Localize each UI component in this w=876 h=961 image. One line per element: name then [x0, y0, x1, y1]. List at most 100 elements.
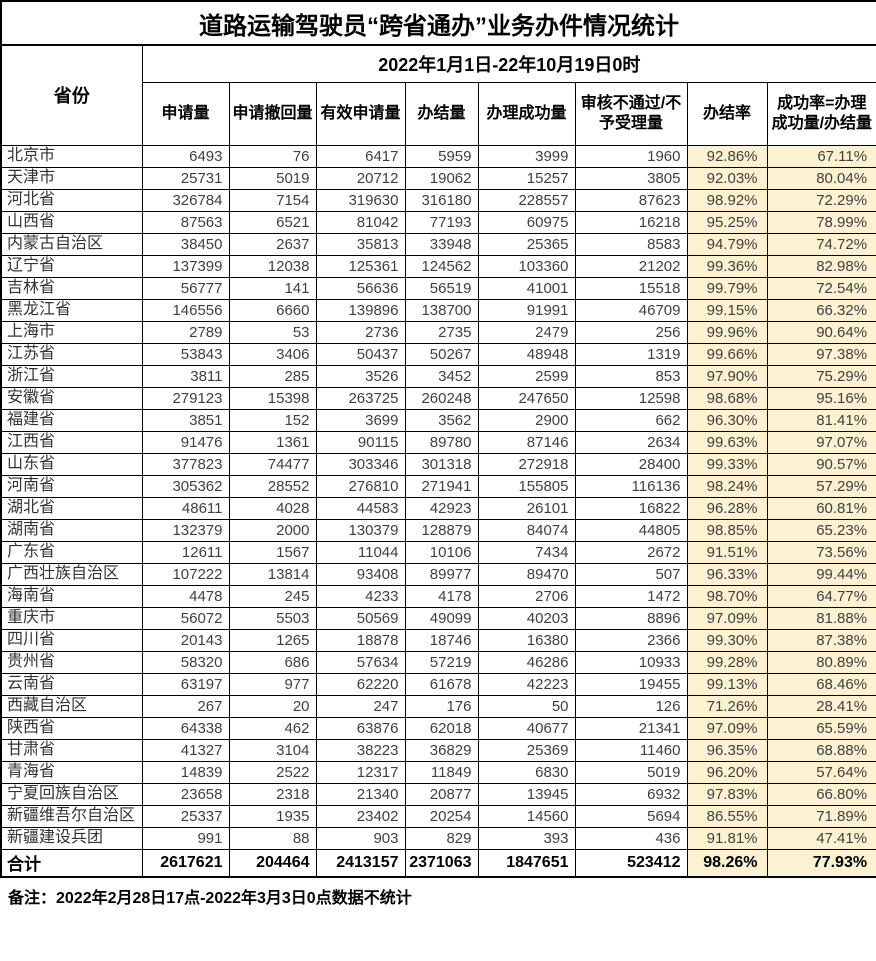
value-cell: 15398: [228, 386, 317, 410]
value-cell: 15257: [477, 166, 576, 190]
table-row: 宁夏回族自治区 23658 2318 21340 20877 13945 6932 97.83…: [0, 782, 876, 806]
rate-cell: 78.99%: [766, 210, 876, 234]
rate-cell: 99.66%: [686, 342, 768, 366]
value-cell: 2634: [574, 430, 688, 454]
rate-cell: 99.63%: [686, 430, 768, 454]
value-cell: 50: [477, 694, 576, 718]
value-cell: 56777: [141, 276, 230, 300]
value-cell: 60975: [477, 210, 576, 234]
value-cell: 11044: [315, 540, 406, 564]
rate-cell: 96.20%: [686, 760, 768, 784]
rate-cell: 97.90%: [686, 364, 768, 388]
total-completed: 2371063: [404, 848, 479, 878]
province-cell: 河北省: [0, 188, 143, 212]
value-cell: 28552: [228, 474, 317, 498]
table-row: 陕西省 64338 462 63876 62018 40677 21341 97.09% 65.…: [0, 716, 876, 740]
column-header-completed: 办结量: [404, 81, 479, 146]
value-cell: 89977: [404, 562, 479, 586]
value-cell: 20254: [404, 804, 479, 828]
total-row: 合计 2617621 204464 2413157 2371063 184765…: [0, 848, 876, 878]
value-cell: 14560: [477, 804, 576, 828]
value-cell: 2735: [404, 320, 479, 344]
column-header-row: 申请量 申请撤回量 有效申请量 办结量 办理成功量 审核不通过/不予受理量 办结…: [1, 81, 876, 146]
value-cell: 316180: [404, 188, 479, 212]
value-cell: 116136: [574, 474, 688, 498]
rate-cell: 81.41%: [766, 408, 876, 432]
rate-cell: 98.70%: [686, 584, 768, 608]
province-cell: 新疆建设兵团: [0, 826, 143, 850]
value-cell: 6493: [141, 144, 230, 168]
rate-cell: 90.64%: [766, 320, 876, 344]
value-cell: 89470: [477, 562, 576, 586]
province-cell: 云南省: [0, 672, 143, 696]
value-cell: 49099: [404, 606, 479, 630]
table-row: 贵州省 58320 686 57634 57219 46286 10933 99.28% 80.…: [0, 650, 876, 674]
value-cell: 5503: [228, 606, 317, 630]
value-cell: 13814: [228, 562, 317, 586]
rate-cell: 97.09%: [686, 606, 768, 630]
rate-cell: 72.54%: [766, 276, 876, 300]
value-cell: 57219: [404, 650, 479, 674]
province-cell: 广东省: [0, 540, 143, 564]
value-cell: 247: [315, 694, 406, 718]
value-cell: 137399: [141, 254, 230, 278]
table-row: 福建省 3851 152 3699 3562 2900 662 96.30% 81.41%: [0, 408, 876, 432]
value-cell: 13945: [477, 782, 576, 806]
table-row: 山西省 87563 6521 81042 77193 60975 16218 95.25% 78…: [0, 210, 876, 234]
value-cell: 93408: [315, 562, 406, 586]
table-row: 新疆维吾尔自治区 25337 1935 23402 20254 14560 5694 86.5…: [0, 804, 876, 828]
value-cell: 662: [574, 408, 688, 432]
value-cell: 41327: [141, 738, 230, 762]
rate-cell: 99.79%: [686, 276, 768, 300]
value-cell: 11849: [404, 760, 479, 784]
value-cell: 15518: [574, 276, 688, 300]
table-row: 湖北省 48611 4028 44583 42923 26101 16822 96.28% 60…: [0, 496, 876, 520]
rate-cell: 80.89%: [766, 650, 876, 674]
column-header-province: 省份: [0, 44, 143, 146]
value-cell: 26101: [477, 496, 576, 520]
value-cell: 50267: [404, 342, 479, 366]
value-cell: 42923: [404, 496, 479, 520]
rate-cell: 75.29%: [766, 364, 876, 388]
value-cell: 10106: [404, 540, 479, 564]
value-cell: 2479: [477, 320, 576, 344]
province-cell: 江苏省: [0, 342, 143, 366]
province-cell: 宁夏回族自治区: [0, 782, 143, 806]
value-cell: 20712: [315, 166, 406, 190]
rate-cell: 94.79%: [686, 232, 768, 256]
value-cell: 5694: [574, 804, 688, 828]
value-cell: 5019: [228, 166, 317, 190]
value-cell: 87146: [477, 430, 576, 454]
table-row: 甘肃省 41327 3104 38223 36829 25369 11460 96.35% 68…: [0, 738, 876, 762]
rate-cell: 99.30%: [686, 628, 768, 652]
value-cell: 12038: [228, 254, 317, 278]
province-cell: 海南省: [0, 584, 143, 608]
value-cell: 33948: [404, 232, 479, 256]
rate-cell: 66.32%: [766, 298, 876, 322]
value-cell: 19455: [574, 672, 688, 696]
column-header-success: 办理成功量: [477, 81, 576, 146]
value-cell: 326784: [141, 188, 230, 212]
column-header-completion-rate: 办结率: [686, 81, 768, 146]
value-cell: 3406: [228, 342, 317, 366]
rate-cell: 73.56%: [766, 540, 876, 564]
rate-cell: 96.28%: [686, 496, 768, 520]
table-row: 江西省 91476 1361 90115 89780 87146 2634 99.63% 97.…: [0, 430, 876, 454]
value-cell: 81042: [315, 210, 406, 234]
province-cell: 山西省: [0, 210, 143, 234]
value-cell: 25731: [141, 166, 230, 190]
value-cell: 7154: [228, 188, 317, 212]
value-cell: 12598: [574, 386, 688, 410]
value-cell: 125361: [315, 254, 406, 278]
rate-cell: 47.41%: [766, 826, 876, 850]
value-cell: 44805: [574, 518, 688, 542]
total-rejected: 523412: [574, 848, 688, 878]
value-cell: 38223: [315, 738, 406, 762]
total-valid: 2413157: [315, 848, 406, 878]
value-cell: 50569: [315, 606, 406, 630]
value-cell: 141: [228, 276, 317, 300]
value-cell: 84074: [477, 518, 576, 542]
value-cell: 16822: [574, 496, 688, 520]
value-cell: 63197: [141, 672, 230, 696]
